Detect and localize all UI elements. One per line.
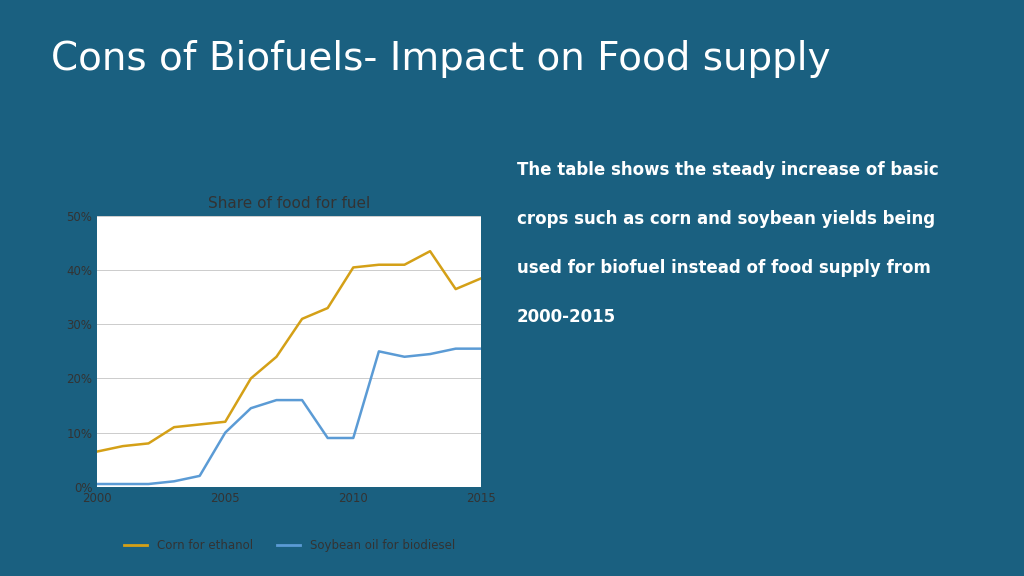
Legend: Corn for ethanol, Soybean oil for biodiesel: Corn for ethanol, Soybean oil for biodie…	[119, 534, 460, 556]
Text: 2000-2015: 2000-2015	[517, 308, 616, 326]
Text: Cons of Biofuels- Impact on Food supply: Cons of Biofuels- Impact on Food supply	[51, 40, 830, 78]
Text: used for biofuel instead of food supply from: used for biofuel instead of food supply …	[517, 259, 931, 277]
Title: Share of food for fuel: Share of food for fuel	[208, 196, 371, 211]
Text: The table shows the steady increase of basic: The table shows the steady increase of b…	[517, 161, 939, 179]
Text: crops such as corn and soybean yields being: crops such as corn and soybean yields be…	[517, 210, 935, 228]
